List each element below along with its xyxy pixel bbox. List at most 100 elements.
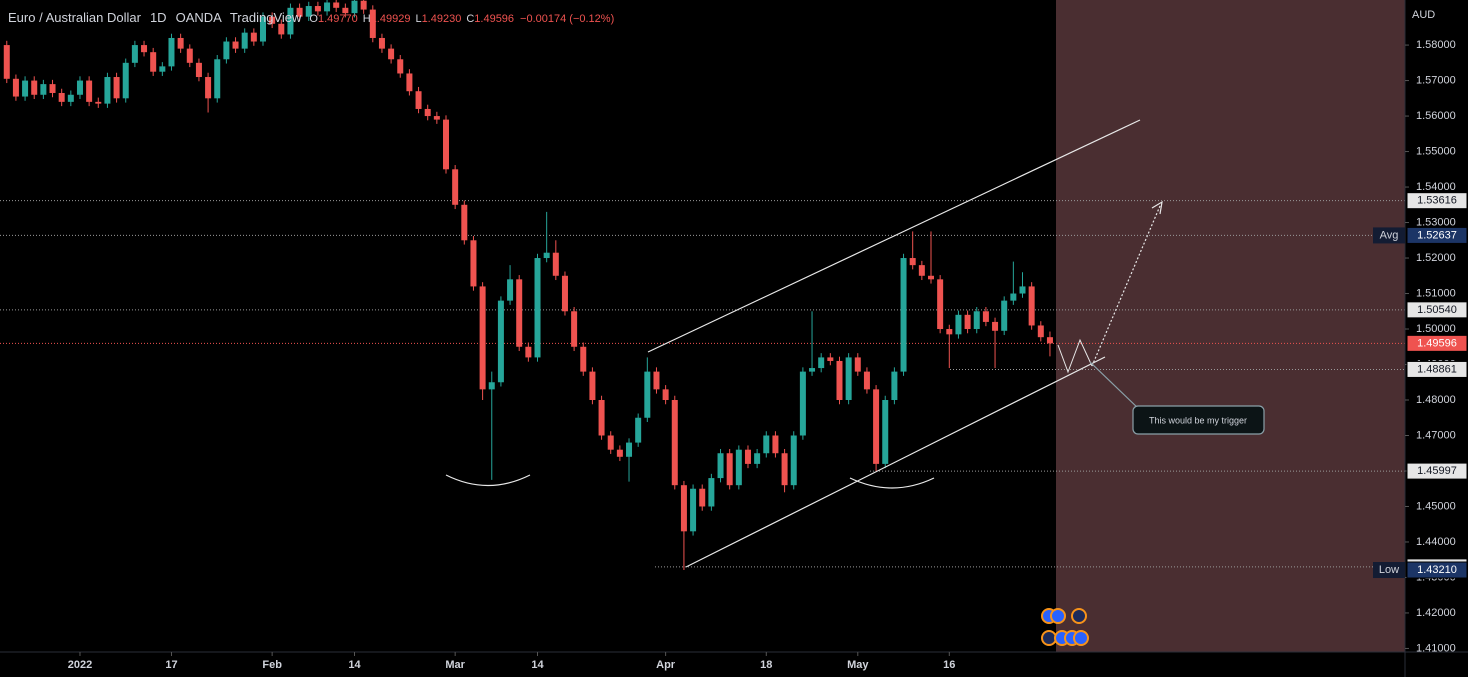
y-tick-label: 1.50000 [1416, 323, 1456, 335]
candle-body [946, 329, 953, 335]
date-range-highlight [1056, 0, 1405, 652]
candle-body [1019, 286, 1026, 294]
candle-body [571, 311, 578, 347]
candle-body [644, 371, 651, 418]
candle-body [873, 389, 880, 464]
candle-body [525, 346, 532, 358]
candle-body [76, 80, 83, 95]
x-tick-label: 16 [943, 659, 955, 671]
candle-body [250, 32, 257, 42]
y-tick-label: 1.55000 [1416, 145, 1456, 157]
candle-body [809, 368, 816, 372]
candle-body [415, 91, 422, 109]
level-label: 1.50540 [1417, 304, 1457, 316]
chart-header: Euro / Australian Dollar 1D OANDA TradingVi… [8, 10, 614, 25]
candle-body [964, 314, 971, 330]
candle-body [461, 204, 468, 241]
level-label: 1.45997 [1417, 465, 1457, 477]
candle-body [433, 116, 440, 120]
y-tick-label: 1.47000 [1416, 429, 1456, 441]
current-price-label-box [1406, 334, 1468, 352]
candle-body [333, 2, 340, 8]
avg-tag: Avg [1380, 229, 1399, 241]
candle-body [141, 45, 148, 53]
avg-tag-box [1373, 227, 1405, 244]
candle-body [67, 94, 74, 102]
candle-body [927, 275, 934, 280]
callout-text: This would be my trigger [1149, 415, 1247, 425]
candle-body [992, 321, 999, 331]
candle-body [1001, 300, 1008, 331]
y-tick-label: 1.56000 [1416, 110, 1456, 122]
candle-body [543, 252, 550, 259]
candle-body [561, 275, 568, 312]
zigzag [1057, 338, 1093, 374]
candle-body [22, 80, 29, 97]
candle-body [360, 0, 367, 10]
candle-body [378, 37, 385, 49]
y-tick-label: 1.54000 [1416, 181, 1456, 193]
x-tick-label: 14 [531, 659, 544, 671]
candle-body [1028, 286, 1035, 326]
candle-body [616, 449, 623, 457]
candle-body [287, 7, 294, 35]
avg-label-box [1406, 226, 1468, 244]
candle-body [708, 478, 715, 507]
candle-body [113, 77, 120, 99]
candle-body [863, 371, 870, 390]
level-label-box [1406, 301, 1468, 319]
candle-body [699, 488, 706, 507]
channel-lower [685, 356, 1106, 568]
interval: 1D [150, 10, 167, 25]
candle-body [754, 453, 761, 464]
x-tick-label: Mar [445, 659, 465, 671]
low-value: 1.49230 [422, 13, 462, 25]
candle-body [653, 371, 660, 390]
close-value: 1.49596 [474, 13, 514, 25]
arc-right [849, 477, 935, 489]
candle-body [552, 252, 559, 276]
change: −0.00174 (−0.12%) [520, 13, 614, 25]
low-key: L [415, 13, 421, 25]
candle-body [131, 45, 138, 63]
y-tick-label: 1.58000 [1416, 39, 1456, 51]
plot-area [0, 0, 1405, 571]
source: TradingView [230, 10, 302, 25]
y-tick-label: 1.53000 [1416, 216, 1456, 228]
candle-body [278, 23, 285, 35]
dotted-arrow [1091, 205, 1161, 367]
candle-body [937, 279, 944, 330]
level-label-box [1406, 360, 1468, 378]
candle-body [232, 41, 239, 49]
candle-body [397, 59, 404, 74]
y-tick-label: 1.57000 [1416, 74, 1456, 86]
candle-body [443, 119, 450, 170]
candle-body [58, 92, 65, 102]
candle-body [86, 80, 93, 102]
x-tick-label: 2022 [68, 659, 92, 671]
arrow-head [1151, 200, 1163, 215]
candle-body [955, 314, 962, 335]
candle-body [305, 6, 312, 17]
x-tick-label: 18 [760, 659, 772, 671]
candle-body [259, 16, 266, 42]
candle-body [1046, 337, 1053, 344]
arc-left [445, 474, 531, 487]
low-label-box [1406, 561, 1468, 579]
candle-body [314, 6, 321, 12]
candle-body [973, 311, 980, 330]
candle-body [1010, 293, 1017, 301]
candle-body [781, 453, 788, 486]
candle-body [241, 32, 248, 49]
close-key: C [466, 13, 474, 25]
candle-body [223, 41, 230, 60]
level-label: 1.48861 [1417, 363, 1457, 375]
candle-body [452, 169, 459, 205]
x-tick-label: 17 [165, 659, 177, 671]
candle-body [909, 258, 916, 266]
high-value: 1.49929 [371, 13, 411, 25]
open-key: O [309, 13, 318, 25]
y-tick-label: 1.44000 [1416, 536, 1456, 548]
candle-body [790, 435, 797, 486]
candle-body [534, 258, 541, 358]
